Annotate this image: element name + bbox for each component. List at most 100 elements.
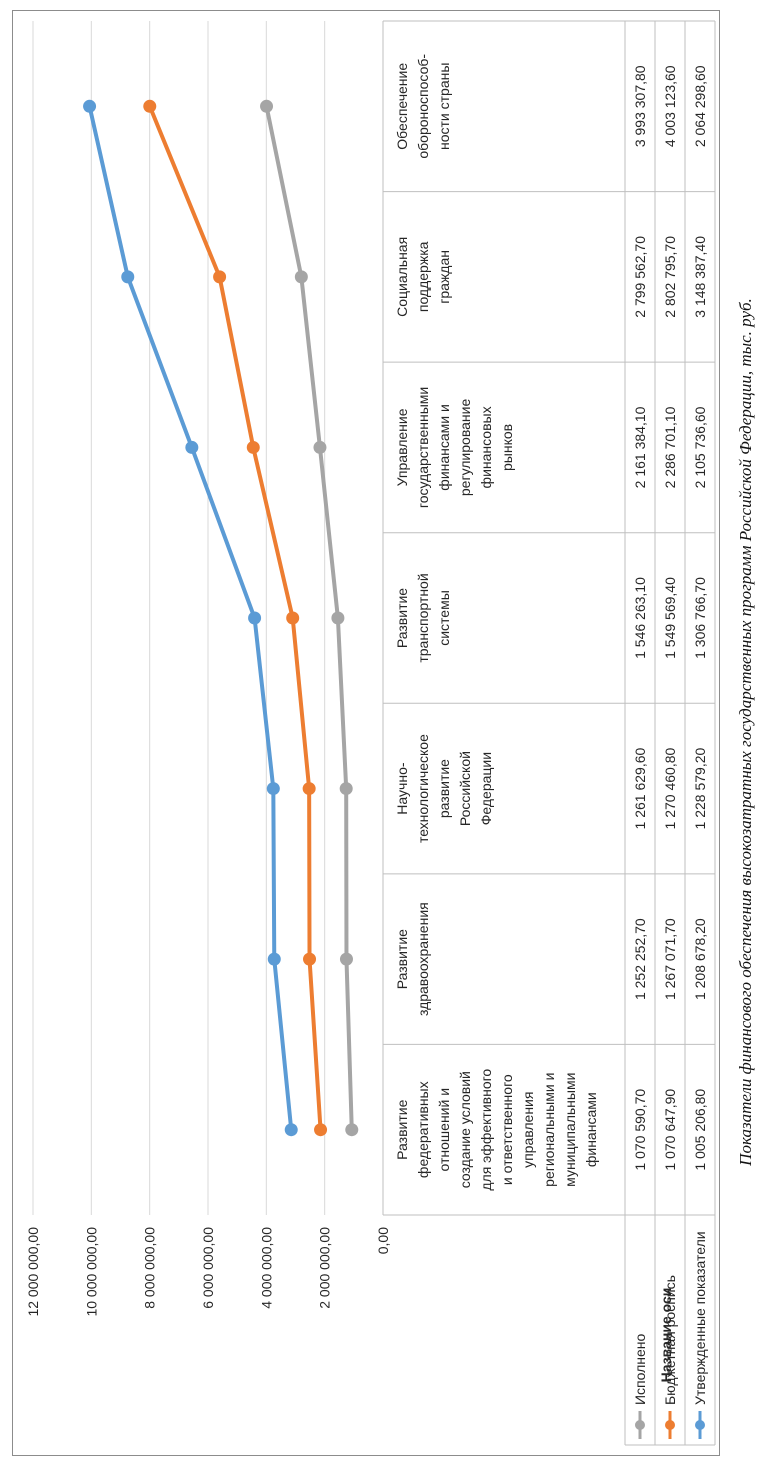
y-tick-label: 0,00 (375, 1227, 391, 1254)
category-label-line: Федерации (478, 752, 494, 825)
data-point (266, 782, 280, 796)
category-label-line: граждан (436, 250, 452, 304)
table-value: 4 003 123,60 (662, 65, 678, 147)
data-point (284, 1123, 298, 1137)
y-axis-title: Название оси (658, 1288, 674, 1383)
category-label-line: Развитие (394, 588, 410, 648)
figure-caption: Показатели финансового обеспечения высок… (736, 298, 755, 1166)
category-label-line: рынков (499, 424, 515, 471)
chart-frame: 0,00 2 000 000,00 4 000 000,00 6 000 000,00… (12, 10, 720, 1456)
table-value: 1 306 766,70 (692, 577, 708, 659)
category-label-line: поддержка (415, 241, 431, 312)
data-point (246, 440, 260, 454)
legend-label: Утвержденные показатели (692, 1231, 708, 1405)
data-point (248, 611, 262, 625)
table-value: 2 799 562,70 (632, 236, 648, 318)
data-point (185, 440, 199, 454)
category-label-line: Научно- (394, 762, 410, 815)
data-point (302, 782, 316, 796)
category-label-line: Обеспечение (394, 63, 410, 150)
table-value: 1 261 629,60 (632, 747, 648, 829)
y-tick-label: 6 000 000,00 (200, 1227, 216, 1309)
y-tick-label: 12 000 000,00 (25, 1227, 41, 1317)
category-label-line: муниципальными (562, 1073, 578, 1187)
caption-area: Показатели финансового обеспечения высок… (728, 10, 764, 1454)
category-label-line: финансовых (478, 406, 494, 488)
table-value: 1 070 647,90 (662, 1089, 678, 1171)
table-value: 1 267 071,70 (662, 918, 678, 1000)
table-value: 1 070 590,70 (632, 1089, 648, 1171)
category-label-line: финансами (583, 1092, 599, 1167)
category-label-line: системы (436, 590, 452, 646)
category-label-line: Управление (394, 408, 410, 486)
category-label-line: отношений и (436, 1088, 452, 1172)
category-label-line: ности страны (436, 63, 452, 150)
table-value: 1 546 263,10 (632, 577, 648, 659)
category-label-line: и ответственного (499, 1074, 515, 1185)
category-label-line: Российской (457, 751, 473, 826)
table-value: 1 252 252,70 (632, 918, 648, 1000)
legend-label: Исполнено (632, 1333, 648, 1405)
data-point (345, 1123, 359, 1137)
gridlines (32, 21, 326, 1215)
legend-label: Бюджетная роспись (662, 1275, 678, 1405)
category-label-line: финансами и (436, 404, 452, 491)
data-point (303, 952, 317, 966)
y-tick-label: 10 000 000,00 (83, 1227, 99, 1317)
category-label-line: Социальная (394, 237, 410, 317)
category-label: Управление государственными финансами и рег… (394, 387, 515, 508)
category-label: Развитие транспортной системы (394, 573, 452, 662)
table-value: 2 802 795,70 (662, 236, 678, 318)
category-label-line: создание условий (457, 1071, 473, 1188)
category-label-line: Развитие (394, 1099, 410, 1159)
y-tick-labels: 0,00 2 000 000,00 4 000 000,00 6 000 000,00… (25, 1227, 391, 1317)
category-label-line: регулирование (457, 399, 473, 497)
table-value: 3 148 387,40 (692, 236, 708, 318)
category-label-line: региональными и (541, 1073, 557, 1187)
table-value: 1 005 206,80 (692, 1089, 708, 1171)
category-label-line: федеративных (415, 1081, 431, 1178)
category-label-line: транспортной (415, 573, 431, 662)
table-value: 2 064 298,60 (692, 65, 708, 147)
category-label-line: технологическое (415, 734, 431, 843)
category-label: Научно-технологическое развитие Российской… (394, 734, 494, 843)
data-point (121, 270, 135, 284)
data-point (294, 270, 308, 284)
table-value: 1 228 579,20 (692, 747, 708, 829)
data-point (143, 99, 157, 113)
table-value: 1 549 569,40 (662, 577, 678, 659)
category-label-line: управления (520, 1092, 536, 1168)
table-value: 2 161 384,10 (632, 406, 648, 488)
category-label: Обеспечение обороноспособ-ности страны (394, 54, 452, 159)
table-value: 2 105 736,60 (692, 406, 708, 488)
legend-marker (695, 1420, 705, 1430)
data-point (267, 952, 281, 966)
line-chart: 0,00 2 000 000,00 4 000 000,00 6 000 000,00… (25, 20, 716, 1446)
data-point (314, 1123, 328, 1137)
y-tick-label: 4 000 000,00 (258, 1227, 274, 1309)
category-label-line: здравоохранения (415, 902, 431, 1016)
legend-marker (665, 1420, 675, 1430)
category-label-line: обороноспособ- (415, 54, 431, 159)
data-table: Развитие федеративных отношений и создание … (382, 20, 716, 1446)
data-point (260, 99, 274, 113)
category-label-line: Развитие (394, 929, 410, 989)
data-point (331, 611, 345, 625)
chart-rotated-area: 0,00 2 000 000,00 4 000 000,00 6 000 000,00… (13, 11, 719, 1455)
category-label-line: развитие (436, 759, 452, 818)
data-point (286, 611, 300, 625)
y-tick-label: 2 000 000,00 (317, 1227, 333, 1309)
category-label-line: государственными (415, 387, 431, 508)
data-point (213, 270, 227, 284)
table-value: 1 270 460,80 (662, 747, 678, 829)
table-value: 1 208 678,20 (692, 918, 708, 1000)
y-tick-label: 8 000 000,00 (142, 1227, 158, 1309)
series-lines (83, 99, 359, 1137)
table-value: 3 993 307,80 (632, 65, 648, 147)
category-label: Развитие здравоохранения (394, 902, 431, 1016)
table-value: 2 286 701,10 (662, 406, 678, 488)
category-label: Развитие федеративных отношений и создание … (394, 1069, 599, 1191)
caption-rotated: Показатели финансового обеспечения высок… (728, 10, 764, 1454)
data-point (83, 99, 97, 113)
data-point (339, 952, 353, 966)
